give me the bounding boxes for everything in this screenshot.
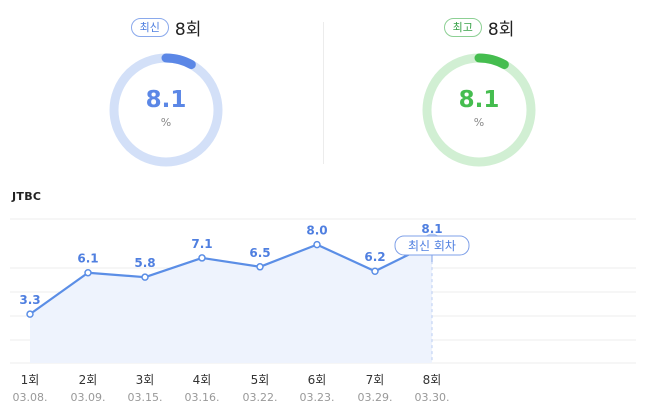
x-tick-date: 03.16. xyxy=(185,391,220,404)
series-line xyxy=(29,242,433,316)
data-point[interactable] xyxy=(26,310,34,318)
data-point[interactable] xyxy=(371,267,379,275)
best-donut: 8.1 % xyxy=(419,50,539,170)
best-episode: 8회 xyxy=(487,19,515,40)
x-tick-date: 03.29. xyxy=(358,391,393,404)
data-label: 3.3 xyxy=(19,293,40,307)
data-point[interactable] xyxy=(256,263,264,271)
latest-donut: 8.1 % xyxy=(106,50,226,170)
data-label: 7.1 xyxy=(191,237,212,251)
best-card-header: 최고 8회 xyxy=(379,12,579,42)
latest-episode-callout xyxy=(394,235,470,256)
x-tick-label: 4회 xyxy=(193,373,212,387)
latest-rating-value: 8.1 xyxy=(145,87,187,113)
x-tick-label: 8회 xyxy=(423,373,442,387)
data-point[interactable] xyxy=(198,254,206,262)
x-tick-label: 2회 xyxy=(79,373,98,387)
best-rating-unit: % xyxy=(473,116,485,129)
latest-rating-card: 최신 8회 8.1 % xyxy=(66,12,266,170)
data-point[interactable] xyxy=(84,268,92,277)
x-tick-date: 03.22. xyxy=(243,391,278,404)
data-label: 8.1 xyxy=(421,222,442,236)
latest-rating-unit: % xyxy=(160,116,172,129)
x-tick-label: 7회 xyxy=(366,373,385,387)
callout-label: 최신 회차 xyxy=(408,239,456,253)
card-divider xyxy=(323,22,324,164)
x-tick-date: 03.30. xyxy=(415,391,450,404)
latest-episode: 8회 xyxy=(174,19,202,40)
data-label: 6.1 xyxy=(77,252,98,266)
x-tick-label: 6회 xyxy=(308,373,327,387)
x-tick-date: 03.08. xyxy=(13,391,48,404)
x-tick-label: 5회 xyxy=(251,373,270,387)
x-tick-date: 03.23. xyxy=(300,391,335,404)
data-label: 8.0 xyxy=(306,224,327,238)
best-donut-ring xyxy=(422,53,536,167)
data-label: 5.8 xyxy=(134,256,155,270)
series-area xyxy=(30,243,432,363)
data-point[interactable] xyxy=(313,240,321,249)
latest-badge: 최신 xyxy=(130,17,169,37)
best-rating-card: 최고 8회 8.1 % xyxy=(379,12,579,170)
ratings-line-chart: 3.3 1회 03.08. 6.1 2회 03.09. 5.8 3회 03.15. 7.1 4회 03… xyxy=(10,218,636,404)
best-donut-fill-arc xyxy=(422,53,536,167)
x-tick-date: 03.15. xyxy=(128,391,163,404)
data-point[interactable] xyxy=(141,273,149,281)
channel-name: JTBC xyxy=(12,190,42,203)
x-tick-label: 3회 xyxy=(136,373,155,387)
x-tick-label: 1회 xyxy=(21,373,40,387)
data-label: 6.2 xyxy=(364,250,385,264)
best-badge: 최고 xyxy=(443,17,482,37)
data-label: 6.5 xyxy=(249,246,270,260)
best-rating-value: 8.1 xyxy=(458,87,500,113)
latest-donut-fill-arc xyxy=(109,53,223,167)
latest-card-header: 최신 8회 xyxy=(66,12,266,42)
x-tick-date: 03.09. xyxy=(71,391,106,404)
latest-donut-ring xyxy=(109,53,223,167)
